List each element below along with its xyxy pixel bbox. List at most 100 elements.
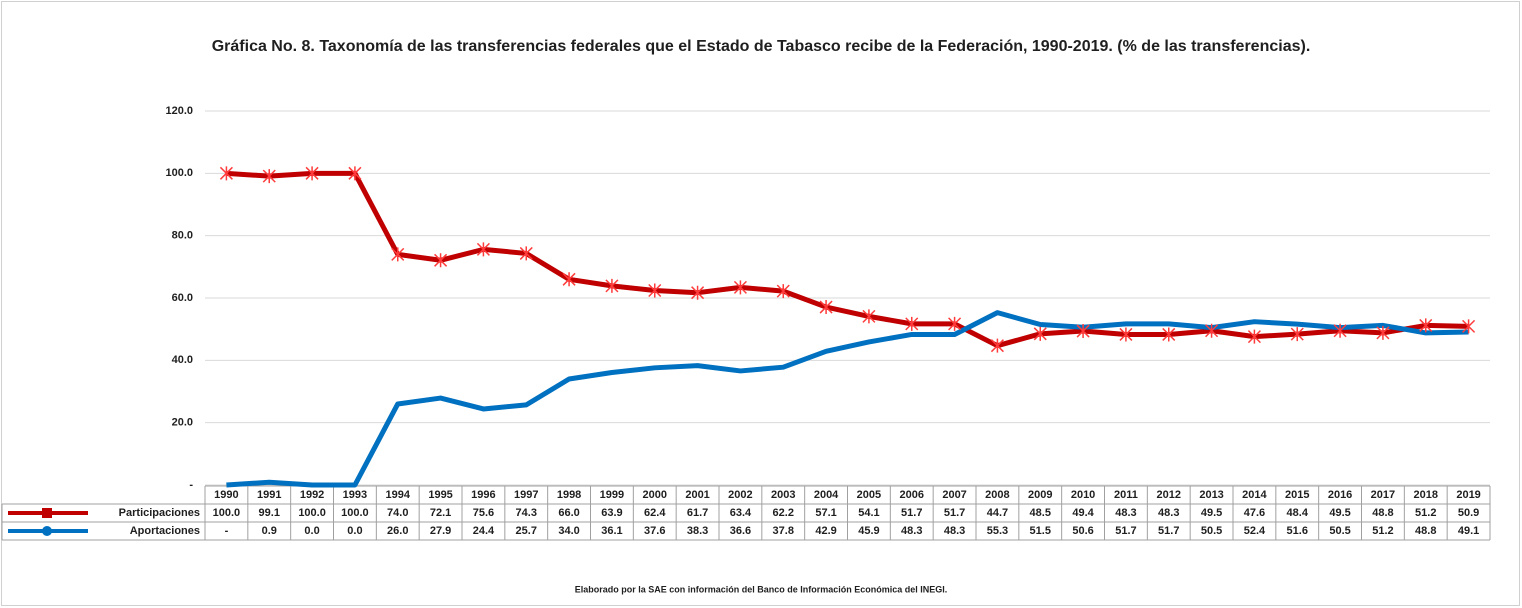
data-label: 62.2 <box>773 507 794 519</box>
y-tick-label: 60.0 <box>172 292 193 304</box>
x-tick-label: 2016 <box>1328 489 1352 501</box>
data-label: 51.2 <box>1372 525 1393 537</box>
point-marker <box>733 280 747 295</box>
data-label: 50.5 <box>1201 525 1222 537</box>
data-label: 0.0 <box>304 525 319 537</box>
point-marker <box>1290 327 1304 342</box>
y-tick-label: 120.0 <box>165 105 193 117</box>
point-marker <box>219 166 233 181</box>
data-label: 42.9 <box>815 525 836 537</box>
x-tick-label: 1998 <box>557 489 581 501</box>
data-label: 38.3 <box>687 525 708 537</box>
data-label: 34.0 <box>558 525 579 537</box>
data-label: 74.0 <box>387 507 408 519</box>
data-label: 63.9 <box>601 507 622 519</box>
series-line <box>226 170 1469 349</box>
point-marker <box>691 285 705 300</box>
x-tick-label: 2000 <box>643 489 667 501</box>
point-marker <box>348 166 362 181</box>
data-label: 50.9 <box>1458 507 1479 519</box>
x-tick-label: 2004 <box>814 489 839 501</box>
legend-marker <box>42 526 52 536</box>
data-label: 44.7 <box>987 507 1008 519</box>
data-label: 100.0 <box>213 507 241 519</box>
x-tick-label: 2013 <box>1199 489 1223 501</box>
point-marker <box>519 246 533 261</box>
x-tick-label: 1993 <box>343 489 367 501</box>
point-marker <box>648 283 662 298</box>
x-tick-label: 2010 <box>1071 489 1095 501</box>
point-marker <box>948 316 962 331</box>
x-tick-label: 2011 <box>1114 489 1138 501</box>
point-marker <box>562 272 576 287</box>
footnote: Elaborado por la SAE con información del… <box>575 584 948 594</box>
point-marker <box>776 284 790 299</box>
data-label: 0.0 <box>347 525 362 537</box>
point-marker <box>1033 326 1047 341</box>
chart-title: Gráfica No. 8. Taxonomía de las transfer… <box>211 38 1311 55</box>
point-marker <box>305 166 319 181</box>
point-marker <box>862 309 876 324</box>
y-tick-label: - <box>189 479 193 491</box>
data-label: 36.1 <box>601 525 622 537</box>
x-tick-label: 2007 <box>942 489 966 501</box>
point-marker <box>605 278 619 293</box>
x-tick-label: 2014 <box>1242 489 1267 501</box>
data-label: 100.0 <box>341 507 369 519</box>
data-label: 50.5 <box>1329 525 1350 537</box>
point-marker <box>905 316 919 331</box>
data-label: 49.1 <box>1458 525 1479 537</box>
data-label: 48.3 <box>901 525 922 537</box>
point-marker <box>476 242 490 257</box>
data-label: 54.1 <box>858 507 879 519</box>
data-label: 48.5 <box>1030 507 1051 519</box>
data-label: 100.0 <box>298 507 326 519</box>
data-label: 55.3 <box>987 525 1008 537</box>
x-tick-label: 1996 <box>471 489 495 501</box>
data-label: 48.4 <box>1287 507 1309 519</box>
y-tick-label: 100.0 <box>165 167 193 179</box>
point-marker <box>434 253 448 268</box>
point-marker <box>1076 324 1090 339</box>
point-marker <box>1247 329 1261 344</box>
data-label: 26.0 <box>387 525 408 537</box>
x-tick-label: 1995 <box>428 489 452 501</box>
data-label: 62.4 <box>644 507 666 519</box>
data-label: 51.7 <box>944 507 965 519</box>
point-marker <box>990 338 1004 353</box>
legend-label: Aportaciones <box>130 525 200 537</box>
data-label: 72.1 <box>430 507 451 519</box>
series-line <box>226 310 1469 488</box>
data-label: 27.9 <box>430 525 451 537</box>
point-marker <box>1419 318 1433 333</box>
x-tick-label: 2017 <box>1371 489 1395 501</box>
data-label: 48.3 <box>1115 507 1136 519</box>
x-tick-label: 2019 <box>1456 489 1480 501</box>
data-label: 48.3 <box>1158 507 1179 519</box>
data-label: 48.8 <box>1415 525 1436 537</box>
x-tick-label: 1992 <box>300 489 324 501</box>
data-label: 49.5 <box>1329 507 1350 519</box>
x-tick-label: 2012 <box>1157 489 1181 501</box>
x-tick-label: 2006 <box>900 489 924 501</box>
data-label: 51.7 <box>1115 525 1136 537</box>
y-tick-label: 20.0 <box>172 417 193 429</box>
data-label: 37.6 <box>644 525 665 537</box>
x-tick-label: 2003 <box>771 489 795 501</box>
x-tick-label: 2009 <box>1028 489 1052 501</box>
data-label: 51.7 <box>901 507 922 519</box>
data-label: 51.7 <box>1158 525 1179 537</box>
data-label: 57.1 <box>815 507 836 519</box>
x-tick-label: 2018 <box>1414 489 1438 501</box>
data-label: 45.9 <box>858 525 879 537</box>
x-tick-label: 2015 <box>1285 489 1309 501</box>
x-tick-label: 2001 <box>685 489 709 501</box>
data-label: 51.6 <box>1287 525 1308 537</box>
data-label: 48.8 <box>1372 507 1393 519</box>
x-tick-label: 1991 <box>257 489 281 501</box>
data-label: 74.3 <box>516 507 537 519</box>
data-label: 75.6 <box>473 507 494 519</box>
